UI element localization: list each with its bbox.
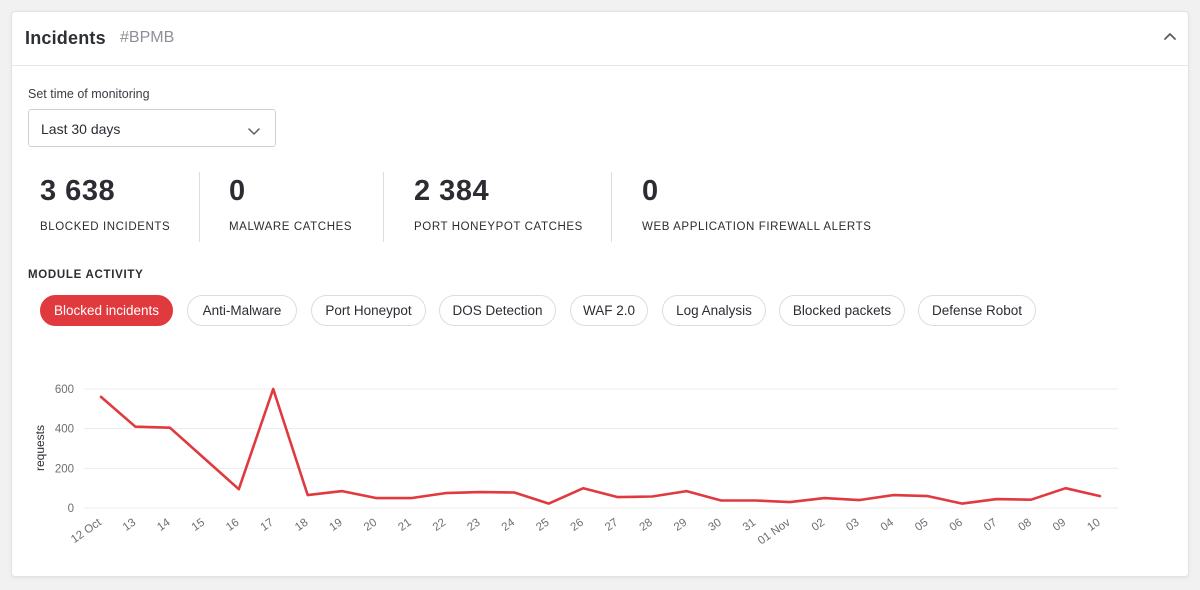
stat-label: WEB APPLICATION FIREWALL ALERTS [642,221,872,233]
incidents-card: Incidents #BPMB [11,11,1189,577]
stat-value: 2 384 [414,175,490,207]
x-tick-label: 18 [293,517,310,534]
series-line [99,387,1102,505]
x-tick-label: 02 [810,517,827,534]
stat-value: 0 [229,175,246,207]
x-tick-label: 31 [741,517,758,534]
x-tick-label: 04 [879,516,897,534]
x-tick-label: 09 [1051,517,1068,534]
stat-malware-catches: 0 MALWARE CATCHES [229,175,352,233]
module-activity-title: MODULE ACTIVITY [28,269,144,281]
x-tick-label: 05 [913,517,930,534]
x-tick-label: 24 [500,516,518,534]
x-tick-label: 12 Oct [69,516,104,546]
stat-value: 3 638 [40,175,116,207]
x-tick-label: 23 [465,517,482,534]
x-tick-label: 19 [327,517,344,534]
x-tick-label: 13 [121,517,138,534]
tab-waf[interactable]: WAF 2.0 [570,295,648,326]
y-tick-label: 600 [55,384,74,396]
x-tick-label: 22 [431,517,448,534]
x-tick-label: 28 [638,517,655,534]
monitoring-period-value: Last 30 days [41,121,121,137]
y-tick-label: 0 [68,503,74,515]
x-tick-label: 03 [844,517,861,534]
monitoring-period-select[interactable]: Last 30 days [28,109,276,147]
x-tick-label: 21 [396,517,413,534]
tab-anti-malware[interactable]: Anti-Malware [187,295,297,326]
x-tick-label: 08 [1016,517,1033,534]
x-tick-label: 01 Nov [756,516,793,547]
stat-port-honeypot-catches: 2 384 PORT HONEYPOT CATCHES [414,175,583,233]
x-tick-label: 16 [224,517,241,534]
tab-log-analysis[interactable]: Log Analysis [662,295,766,326]
chevron-down-icon [247,123,261,141]
stat-divider [199,172,200,242]
stat-divider [611,172,612,242]
stat-blocked-incidents: 3 638 BLOCKED INCIDENTS [40,175,170,233]
stat-label: BLOCKED INCIDENTS [40,221,171,233]
x-tick-label: 29 [672,517,689,534]
stat-label: MALWARE CATCHES [229,221,353,233]
tab-blocked-incidents[interactable]: Blocked incidents [40,295,173,326]
x-tick-label: 17 [259,517,276,534]
x-tick-label: 20 [362,517,379,534]
x-tick-label: 26 [569,517,586,534]
tab-blocked-packets[interactable]: Blocked packets [779,295,905,326]
x-tick-label: 10 [1085,517,1102,534]
y-tick-label: 400 [55,424,74,436]
stat-waf-alerts: 0 WEB APPLICATION FIREWALL ALERTS [642,175,872,233]
x-tick-label: 14 [155,516,173,534]
y-axis-label: requests [33,425,47,471]
monitoring-label: Set time of monitoring [28,87,150,101]
card-header: Incidents #BPMB [12,12,1188,66]
tab-dos-detection[interactable]: DOS Detection [439,295,556,326]
card-title: Incidents [25,28,106,48]
tab-defense-robot[interactable]: Defense Robot [918,295,1036,326]
x-tick-label: 07 [982,517,999,534]
stat-divider [383,172,384,242]
x-tick-label: 15 [190,517,207,534]
tab-port-honeypot[interactable]: Port Honeypot [311,295,426,326]
x-tick-label: 25 [534,517,551,534]
stat-label: PORT HONEYPOT CATCHES [414,221,583,233]
stat-value: 0 [642,175,659,207]
y-tick-label: 200 [55,463,74,475]
x-tick-label: 06 [948,517,965,534]
collapse-chevron-up-icon[interactable] [1160,27,1180,47]
card-id: #BPMB [120,29,175,46]
x-tick-label: 27 [603,517,620,534]
x-tick-label: 30 [706,517,723,534]
